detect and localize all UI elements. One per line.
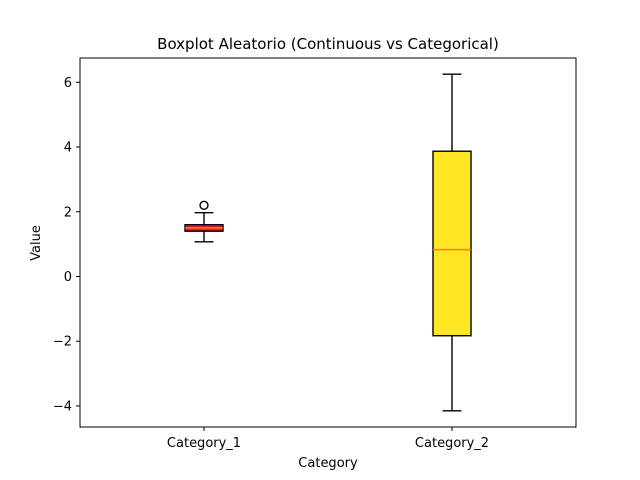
x-axis-label: Category — [298, 456, 358, 471]
y-tick-label: −4 — [53, 399, 72, 414]
y-tick-label: −2 — [53, 335, 72, 350]
box-group-category-1 — [184, 200, 224, 243]
plot-frame — [79, 57, 577, 428]
box-iqr — [432, 150, 472, 337]
chart-title: Boxplot Aleatorio (Continuous vs Categor… — [157, 35, 499, 53]
x-tick-label: Category_2 — [415, 436, 489, 451]
x-tick-label: Category_1 — [167, 436, 241, 451]
y-axis-label: Value — [29, 225, 44, 261]
y-tick-label: 6 — [64, 76, 72, 91]
y-tick-label: 0 — [64, 270, 72, 285]
y-tick-label: 4 — [64, 141, 72, 156]
y-tick-label: 2 — [64, 205, 72, 220]
plot-area: −4 −2 0 2 4 6 Category_1 Category_2 — [53, 57, 577, 451]
outlier-point — [199, 200, 209, 210]
box-group-category-2 — [432, 73, 472, 412]
